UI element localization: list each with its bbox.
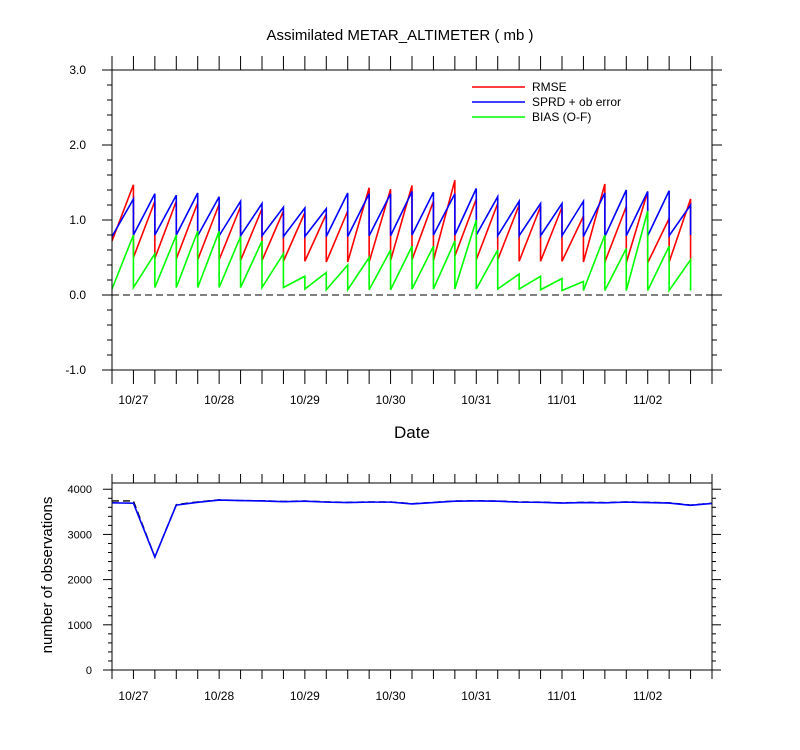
y-tick-label: 4000 (68, 484, 92, 496)
x-tick-label: 10/30 (376, 393, 406, 407)
y-tick-label: 0 (86, 665, 92, 677)
series-line-possible (112, 499, 713, 559)
x-tick-label: 11/02 (633, 393, 662, 407)
y-tick-label: 3000 (68, 529, 92, 541)
y-tick-label: 3.0 (69, 63, 86, 77)
series-line-assimilated (111, 499, 713, 560)
legend-label: BIAS (O-F) (532, 110, 591, 124)
plot-frame-bottom (111, 482, 713, 671)
chart-title: Assimilated METAR_ALTIMETER ( mb ) (267, 27, 534, 44)
series-line-sprd-ob-error (111, 188, 692, 239)
error-chart: Assimilated METAR_ALTIMETER ( mb ) -1.0 0.… (65, 27, 722, 442)
x-tick-label: 11/02 (633, 689, 662, 703)
y-axis-label: number of observations (39, 497, 56, 654)
x-tick-label: 11/01 (547, 689, 576, 703)
x-tick-label: 10/28 (204, 393, 234, 407)
x-tick-label: 11/01 (547, 393, 576, 407)
y-tick-label: 2.0 (69, 138, 86, 152)
x-axis-label: Date (394, 423, 430, 442)
y-tick-label: 1000 (68, 620, 92, 632)
observation-count-chart: 0 1000 2000 3000 4000 10/27 10/28 10/29 10/30 10/… (39, 474, 721, 703)
y-tick-label: 0.0 (69, 288, 86, 302)
legend-label: SPRD + ob error (532, 95, 621, 109)
y-tick-label: 2000 (68, 575, 92, 587)
x-tick-label: 10/30 (376, 689, 406, 703)
x-tick-label: 10/28 (204, 689, 234, 703)
x-tick-label: 10/31 (461, 689, 491, 703)
y-tick-label: 1.0 (69, 213, 86, 227)
series-line-bias-o-f- (111, 210, 692, 294)
y-tick-label: -1.0 (65, 363, 86, 377)
x-tick-label: 10/27 (118, 689, 148, 703)
legend-label: RMSE (532, 80, 567, 94)
x-tick-label: 10/31 (461, 393, 491, 407)
series-line-rmse (111, 180, 692, 264)
x-tick-label: 10/27 (118, 393, 148, 407)
x-tick-label: 10/29 (290, 393, 320, 407)
x-tick-label: 10/29 (290, 689, 320, 703)
